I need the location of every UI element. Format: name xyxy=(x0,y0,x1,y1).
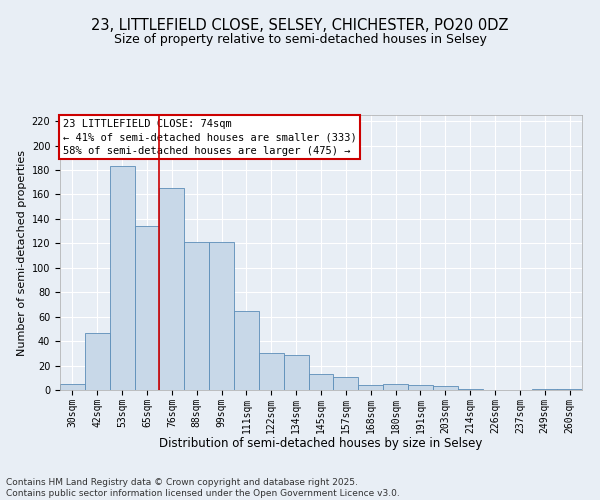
Bar xyxy=(60,384,85,390)
Bar xyxy=(110,166,134,390)
Text: Contains HM Land Registry data © Crown copyright and database right 2025.
Contai: Contains HM Land Registry data © Crown c… xyxy=(6,478,400,498)
Bar xyxy=(532,389,557,390)
Bar xyxy=(557,389,582,390)
Bar xyxy=(160,188,184,390)
Text: Size of property relative to semi-detached houses in Selsey: Size of property relative to semi-detach… xyxy=(113,32,487,46)
Bar xyxy=(408,385,433,390)
Y-axis label: Number of semi-detached properties: Number of semi-detached properties xyxy=(17,150,28,356)
Bar xyxy=(433,386,458,390)
Bar xyxy=(259,354,284,390)
Bar xyxy=(383,384,408,390)
Bar xyxy=(134,226,160,390)
Text: 23, LITTLEFIELD CLOSE, SELSEY, CHICHESTER, PO20 0DZ: 23, LITTLEFIELD CLOSE, SELSEY, CHICHESTE… xyxy=(91,18,509,32)
Bar xyxy=(334,376,358,390)
Text: 23 LITTLEFIELD CLOSE: 74sqm
← 41% of semi-detached houses are smaller (333)
58% : 23 LITTLEFIELD CLOSE: 74sqm ← 41% of sem… xyxy=(62,119,356,156)
Bar xyxy=(358,385,383,390)
Bar xyxy=(85,332,110,390)
Bar xyxy=(234,310,259,390)
Bar xyxy=(458,389,482,390)
Bar xyxy=(308,374,334,390)
Bar xyxy=(209,242,234,390)
Bar xyxy=(184,242,209,390)
Bar xyxy=(284,354,308,390)
X-axis label: Distribution of semi-detached houses by size in Selsey: Distribution of semi-detached houses by … xyxy=(160,437,482,450)
